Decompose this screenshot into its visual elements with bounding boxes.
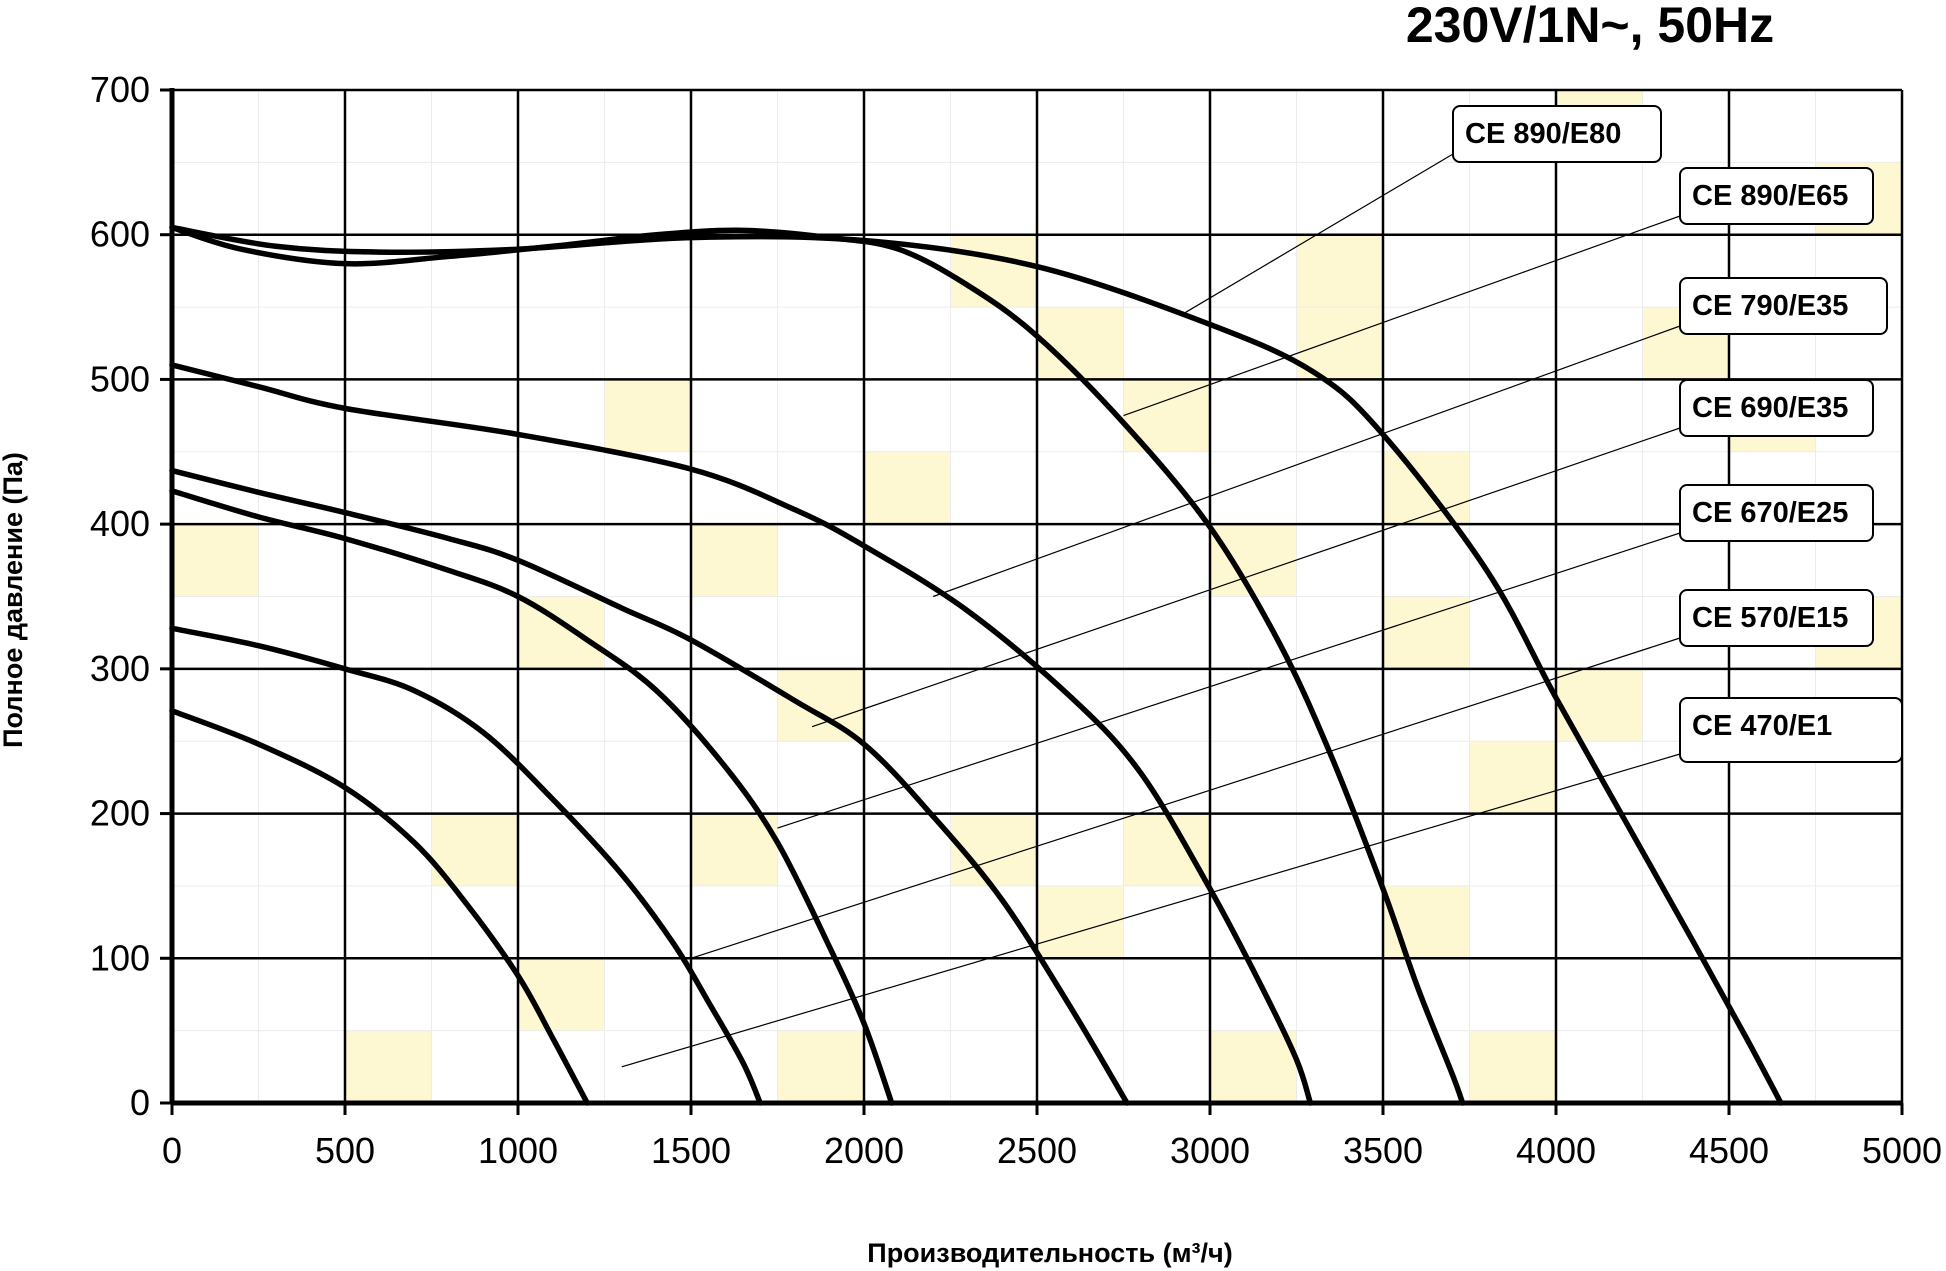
series-label-box [1452, 105, 1662, 163]
shaded-cell [691, 813, 778, 886]
shaded-cell [1037, 307, 1124, 380]
series-label: CE 890/E80 [1465, 118, 1621, 150]
y-tick-label: 400 [90, 503, 150, 544]
shaded-cell [1210, 1030, 1297, 1103]
series-label-box [1679, 379, 1874, 437]
series-label-box [1679, 167, 1874, 225]
x-tick-label: 0 [162, 1130, 182, 1171]
x-tick-label: 4000 [1516, 1130, 1596, 1171]
shaded-cell [1469, 741, 1556, 814]
series-label: CE 890/E65 [1692, 180, 1848, 212]
shaded-cell [777, 668, 864, 742]
series-curve [169, 708, 590, 1106]
series-label: CE 570/E15 [1692, 602, 1848, 634]
series-label: CE 670/E25 [1692, 497, 1848, 529]
y-tick-label: 300 [90, 648, 150, 689]
leader-line [621, 753, 1681, 1068]
shaded-cell [777, 1030, 864, 1103]
series-label-box [1679, 697, 1903, 763]
series-curve [169, 362, 1314, 1106]
series-label-box [1679, 277, 1888, 335]
y-tick-label: 600 [90, 214, 150, 255]
series-curve [169, 224, 1784, 1106]
shaded-cell [172, 524, 259, 597]
label-leader-lines [621, 153, 1681, 1068]
series-curve [169, 488, 895, 1106]
shaded-cell [1123, 813, 1210, 886]
leader-line [1182, 153, 1454, 315]
leader-line [777, 532, 1681, 829]
y-tick-label: 0 [130, 1082, 150, 1123]
shaded-cell [1469, 1030, 1556, 1103]
shaded-cell [345, 1030, 432, 1103]
x-tick-label: 5000 [1862, 1130, 1942, 1171]
x-tick-label: 2000 [824, 1130, 904, 1171]
x-tick-label: 4500 [1689, 1130, 1769, 1171]
leader-line [811, 427, 1681, 728]
x-tick-label: 3000 [1170, 1130, 1250, 1171]
shaded-cell [1383, 596, 1470, 669]
y-tick-label: 500 [90, 358, 150, 399]
leader-line [932, 325, 1681, 598]
shaded-cell [1556, 668, 1643, 742]
series-curve [169, 467, 1130, 1106]
shaded-cell [1037, 885, 1124, 959]
y-axis-title: Полное давление (Па) [0, 452, 28, 748]
series-curves [169, 224, 1784, 1106]
x-tick-label: 1000 [478, 1130, 558, 1171]
series-label: CE 790/E35 [1692, 290, 1848, 322]
shaded-cell [604, 379, 691, 452]
x-axis-title: Производительность (м³/ч) [867, 1238, 1232, 1268]
y-tick-label: 700 [90, 69, 150, 110]
series-labels: CE 890/E80 CE 890/E65 CE 790/E35 CE 690/E35… [1452, 105, 1903, 763]
shaded-cell [1296, 234, 1383, 308]
chart-title: 230V/1N~, 50Hz [1406, 0, 1774, 53]
x-tick-label: 1500 [651, 1130, 731, 1171]
series-curve [169, 224, 1466, 1106]
axes [160, 88, 1904, 1115]
shaded-cell [518, 596, 605, 669]
shaded-cell [950, 234, 1037, 308]
x-tick-labels: 0 500 1000 1500 2000 2500 3000 3500 4000 4500 5000 [162, 1130, 1942, 1171]
series-curve [169, 625, 763, 1106]
series-label: CE 470/E1 [1692, 710, 1832, 742]
y-tick-label: 100 [90, 937, 150, 978]
x-tick-label: 500 [315, 1130, 375, 1171]
shaded-cell [864, 451, 951, 525]
x-tick-label: 3500 [1343, 1130, 1423, 1171]
leader-line [690, 637, 1681, 959]
y-tick-label: 200 [90, 793, 150, 834]
shaded-cell [691, 524, 778, 597]
series-label-box [1679, 589, 1874, 647]
series-label: CE 690/E35 [1692, 392, 1848, 424]
y-tick-labels: 0 100 200 300 400 500 600 700 [90, 69, 150, 1123]
series-label-box [1679, 484, 1874, 542]
leader-line [1123, 215, 1681, 417]
x-tick-label: 2500 [997, 1130, 1077, 1171]
